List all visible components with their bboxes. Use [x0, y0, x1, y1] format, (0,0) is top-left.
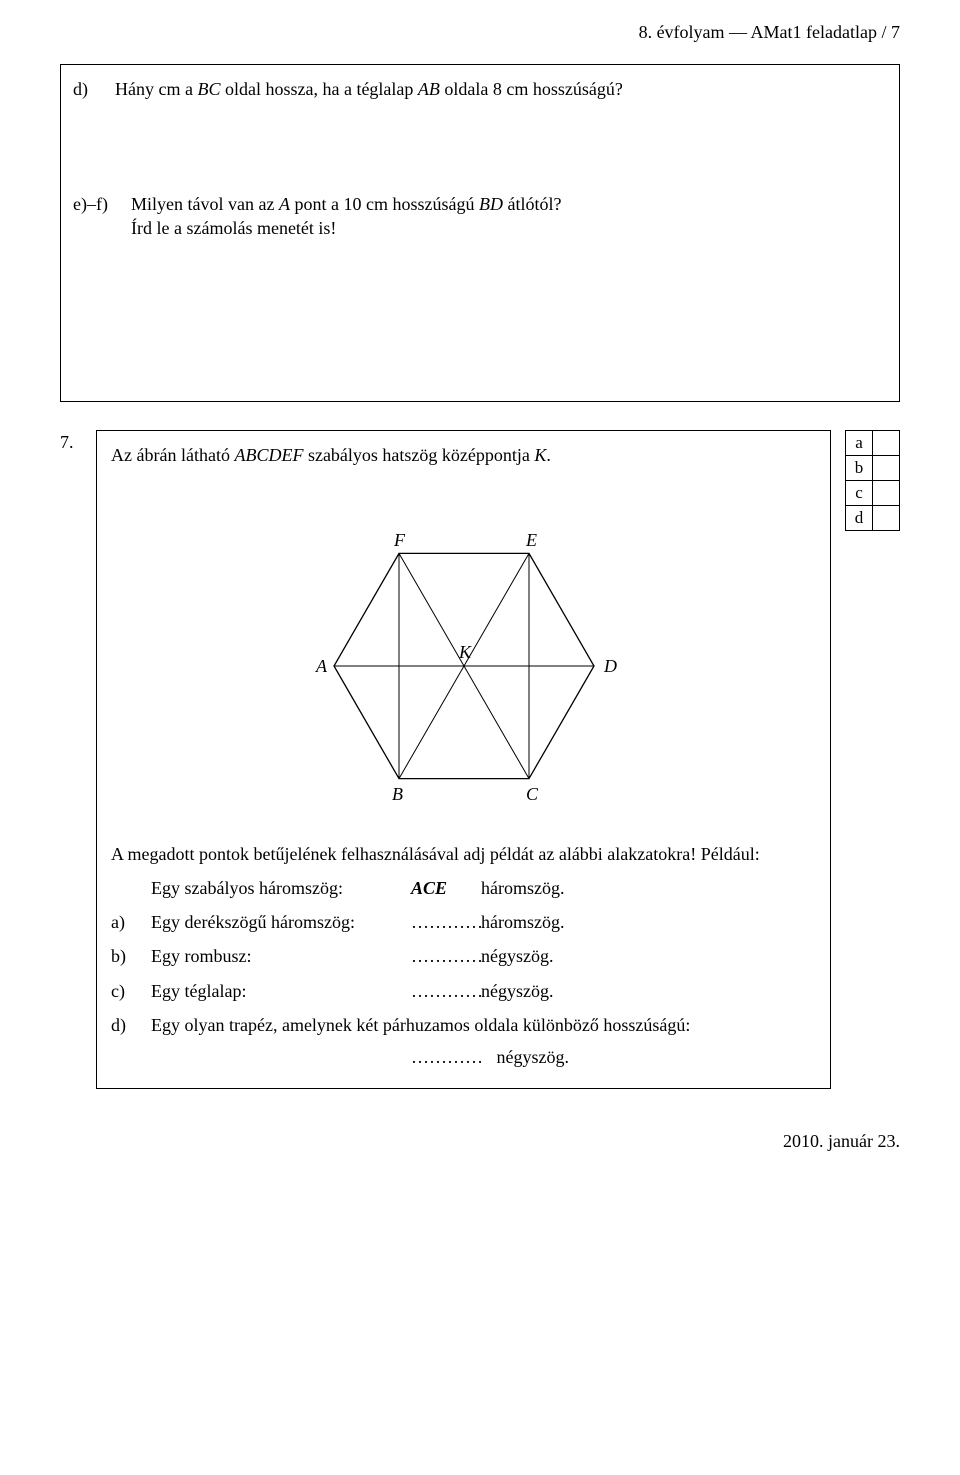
question-ef-label: e)–f)	[73, 192, 117, 216]
qb-answer-blank[interactable]: …………	[411, 944, 481, 968]
qa-label: a)	[111, 910, 151, 934]
var-BC: BC	[197, 79, 220, 99]
qa-tail: háromszög.	[481, 910, 816, 934]
footer-date: 2010. január 23.	[60, 1129, 900, 1153]
text: oldal hossza, ha a téglalap	[220, 79, 417, 99]
hex-label-A: A	[315, 656, 328, 676]
page-header: 8. évfolyam — AMat1 feladatlap / 7	[60, 20, 900, 44]
page: 8. évfolyam — AMat1 feladatlap / 7 d) Há…	[0, 0, 960, 1475]
score-label-b: b	[846, 456, 873, 481]
text: oldala 8 cm hosszúságú?	[440, 79, 623, 99]
hex-label-E: E	[525, 530, 537, 550]
upper-question-box: d) Hány cm a BC oldal hossza, ha a tégla…	[60, 64, 900, 402]
text: Hány cm a	[115, 79, 197, 99]
question-d-row: d) Hány cm a BC oldal hossza, ha a tégla…	[73, 77, 887, 101]
var-A: A	[279, 194, 290, 214]
text: átlótól?	[503, 194, 561, 214]
text: szabályos hatszög középpontja	[303, 445, 534, 465]
hex-line	[399, 553, 464, 666]
var-BD: BD	[479, 194, 503, 214]
hex-label-C: C	[526, 784, 539, 804]
hexagon-svg: F E D C B A K	[274, 476, 654, 836]
var-K: K	[534, 445, 546, 465]
qb-label: b)	[111, 944, 151, 968]
text: pont a 10 cm hosszúságú	[290, 194, 479, 214]
qd-label: d)	[111, 1013, 151, 1037]
text: Milyen távol van az	[131, 194, 279, 214]
qa-row: a) Egy derékszögű háromszög: ………… hároms…	[111, 910, 816, 934]
example-tail: háromszög.	[481, 876, 816, 900]
example-answer: ACE	[411, 876, 481, 900]
hex-label-B: B	[392, 784, 403, 804]
qa-left: Egy derékszögű háromszög:	[151, 910, 411, 934]
qd-left: Egy olyan trapéz, amelynek két párhuzamo…	[151, 1013, 816, 1037]
var-ABCDEF: ABCDEF	[234, 445, 303, 465]
var-AB: AB	[418, 79, 440, 99]
question-ef-text: Milyen távol van az A pont a 10 cm hossz…	[131, 192, 887, 241]
qb-row: b) Egy rombusz: ………… négyszög.	[111, 944, 816, 968]
problem-7-box: Az ábrán látható ABCDEF szabályos hatszö…	[96, 430, 831, 1088]
hexagon-figure: F E D C B A K	[111, 476, 816, 836]
problem-7-intro: Az ábrán látható ABCDEF szabályos hatszö…	[111, 443, 816, 467]
hex-label-K: K	[458, 642, 472, 662]
qd-answer-blank[interactable]: …………	[411, 1047, 483, 1067]
score-label-a: a	[846, 431, 873, 456]
text: Írd le a számolás menetét is!	[131, 218, 336, 238]
qb-tail: négyszög.	[481, 944, 816, 968]
score-box-c[interactable]	[873, 481, 900, 506]
problem-7-number: 7.	[60, 430, 96, 454]
qc-tail: négyszög.	[481, 979, 816, 1003]
problem-7-answers: Egy szabályos háromszög: ACE háromszög. …	[111, 876, 816, 1070]
qd-row: d) Egy olyan trapéz, amelynek két párhuz…	[111, 1013, 816, 1070]
score-box-d[interactable]	[873, 506, 900, 531]
qd-answer-line: ………… négyszög.	[411, 1045, 816, 1069]
problem-7-leadin: A megadott pontok betűjelének felhasznál…	[111, 842, 816, 866]
score-box-a[interactable]	[873, 431, 900, 456]
problem-7-wrap: 7. Az ábrán látható ABCDEF szabályos hat…	[60, 430, 900, 1088]
qc-left: Egy téglalap:	[151, 979, 411, 1003]
qb-left: Egy rombusz:	[151, 944, 411, 968]
score-table: a b c d	[845, 430, 900, 531]
hex-line	[464, 553, 529, 666]
qd-tail: négyszög.	[497, 1047, 569, 1067]
hex-label-D: D	[603, 656, 617, 676]
hex-label-F: F	[393, 530, 406, 550]
qa-answer-blank[interactable]: …………	[411, 910, 481, 934]
score-label-d: d	[846, 506, 873, 531]
text: .	[546, 445, 551, 465]
qc-row: c) Egy téglalap: ………… négyszög.	[111, 979, 816, 1003]
score-box-b[interactable]	[873, 456, 900, 481]
question-d-text: Hány cm a BC oldal hossza, ha a téglalap…	[115, 77, 887, 101]
text: Az ábrán látható	[111, 445, 234, 465]
example-left: Egy szabályos háromszög:	[151, 876, 411, 900]
score-label-c: c	[846, 481, 873, 506]
hex-line	[464, 666, 529, 779]
question-d-label: d)	[73, 77, 101, 101]
hex-line	[399, 666, 464, 779]
question-ef-row: e)–f) Milyen távol van az A pont a 10 cm…	[73, 192, 887, 241]
qc-label: c)	[111, 979, 151, 1003]
example-row: Egy szabályos háromszög: ACE háromszög.	[111, 876, 816, 900]
qc-answer-blank[interactable]: …………	[411, 979, 481, 1003]
